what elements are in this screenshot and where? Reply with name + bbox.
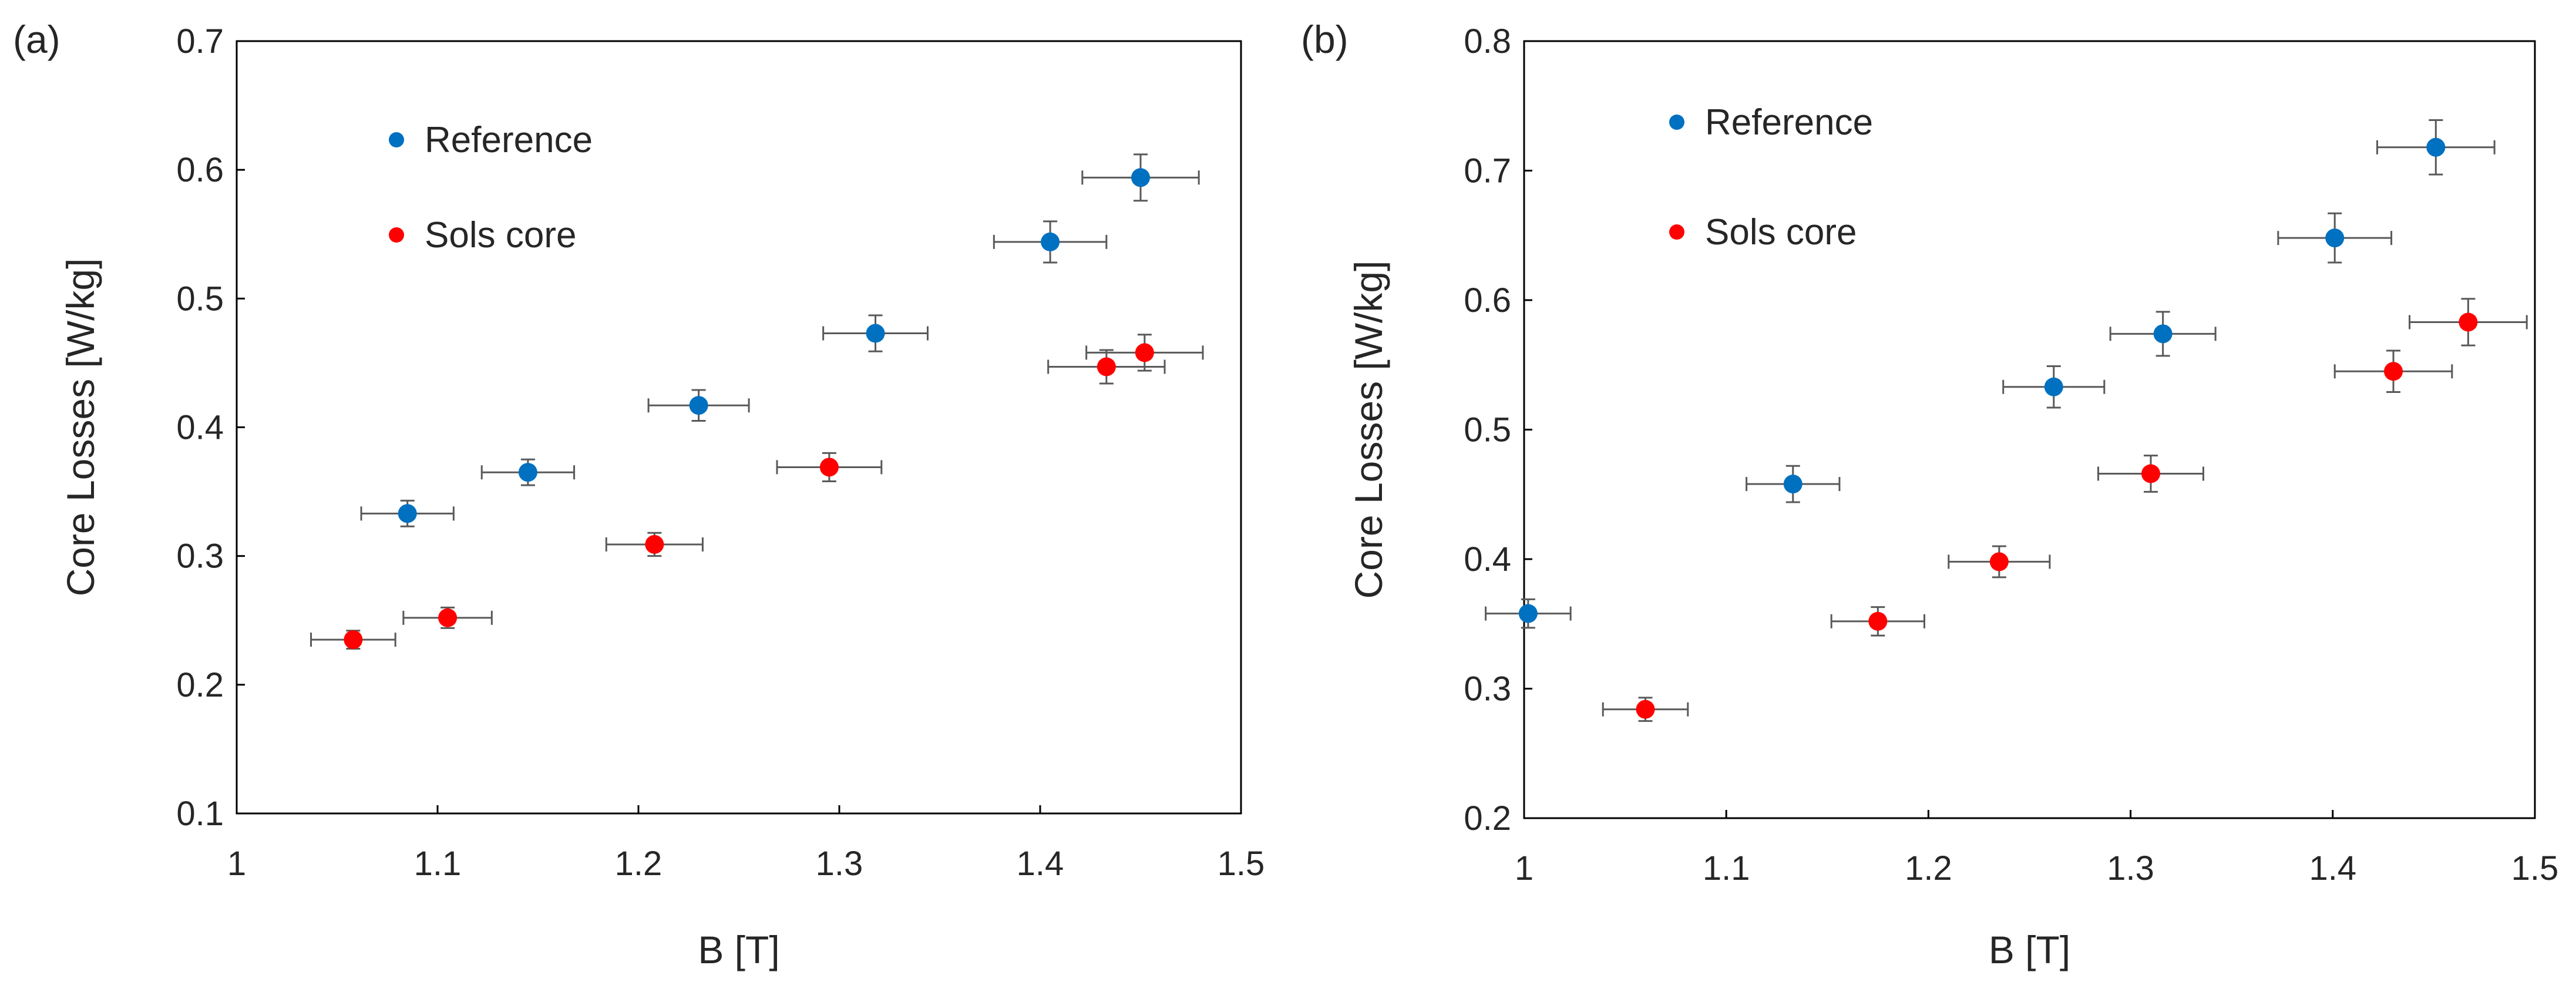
x-tick-label: 1.5: [2511, 849, 2559, 887]
data-point-sols-core-6: [1135, 343, 1154, 362]
y-tick-label: 0.4: [1464, 540, 1511, 579]
chart-panel-2: (b) 1 1.1 1.2 1.3 1.4 1.5 0.2 0.3 0.4 0.5 0.6 0.7 0.8…: [1301, 18, 2558, 971]
data-point-sols-core-4: [819, 458, 839, 477]
x-axis-title: B [T]: [1989, 928, 2070, 971]
data-point-sols-core-6: [2459, 312, 2478, 332]
x-tick-label: 1.2: [1905, 849, 1952, 887]
legend-marker-reference: [389, 132, 404, 147]
data-point-reference-5: [2325, 228, 2345, 248]
data-point-sols-core-5: [2384, 362, 2403, 381]
y-tick-label: 0.7: [1464, 152, 1511, 190]
data-point-reference-3: [2044, 377, 2063, 396]
y-tick-label: 0.5: [176, 280, 224, 318]
y-tick-label: 0.6: [176, 151, 224, 189]
y-tick-label: 0.7: [176, 22, 224, 60]
chart-panel-1: (a) 1 1.1 1.2 1.3 1.4 1.5 0.1 0.2 0.3 0.4 0.5 0.6 0.7…: [13, 18, 1265, 971]
data-point-reference-1: [398, 504, 417, 523]
y-tick-label: 0.8: [1464, 22, 1511, 60]
data-point-sols-core-1: [344, 630, 363, 650]
y-tick-label: 0.3: [176, 537, 224, 576]
x-tick-label: 1.3: [2107, 849, 2154, 887]
data-point-reference-2: [518, 463, 537, 482]
data-point-sols-core-3: [645, 534, 664, 554]
x-tick-label: 1: [1515, 849, 1534, 887]
legend-label-sols-core: Sols core: [1705, 212, 1857, 253]
y-axis-title: Core Losses [W/kg]: [1347, 261, 1390, 599]
data-point-sols-core-2: [1868, 611, 1888, 631]
y-tick-label: 0.1: [176, 795, 224, 833]
legend-label-sols-core: Sols core: [425, 215, 576, 255]
legend-label-reference: Reference: [425, 120, 593, 160]
legend-label-reference: Reference: [1705, 102, 1873, 143]
x-tick-label: 1.5: [1218, 845, 1265, 883]
data-point-reference-6: [2426, 137, 2446, 157]
y-tick-label: 0.3: [1464, 670, 1511, 708]
data-point-sols-core-2: [438, 608, 458, 627]
data-point-sols-core-5: [1097, 357, 1116, 376]
legend-marker-reference: [1669, 115, 1684, 130]
data-point-sols-core-4: [2141, 464, 2161, 483]
x-tick-label: 1.1: [1703, 849, 1750, 887]
legend-marker-sols-core: [389, 227, 404, 243]
y-tick-label: 0.5: [1464, 411, 1511, 449]
data-point-reference-2: [1783, 475, 1802, 494]
panel-label: (a): [13, 18, 60, 61]
data-point-reference-4: [2153, 324, 2173, 344]
x-tick-label: 1.1: [414, 845, 462, 883]
y-axis-title: Core Losses [W/kg]: [59, 258, 102, 597]
data-point-reference-6: [1131, 168, 1150, 187]
x-axis-title: B [T]: [698, 928, 779, 971]
data-point-sols-core-3: [1989, 552, 2009, 571]
y-tick-label: 0.6: [1464, 281, 1511, 320]
data-point-reference-4: [866, 324, 885, 343]
data-point-reference-5: [1041, 232, 1060, 251]
data-point-sols-core-1: [1636, 700, 1655, 719]
x-tick-label: 1: [227, 845, 246, 883]
y-tick-label: 0.2: [1464, 799, 1511, 838]
data-point-reference-1: [1518, 604, 1538, 623]
x-tick-label: 1.4: [2309, 849, 2356, 887]
data-point-reference-3: [689, 396, 708, 415]
y-tick-label: 0.2: [176, 666, 224, 704]
x-tick-label: 1.4: [1017, 845, 1064, 883]
panel-label: (b): [1301, 18, 1348, 61]
x-tick-label: 1.2: [615, 845, 663, 883]
x-tick-label: 1.3: [816, 845, 863, 883]
legend-marker-sols-core: [1669, 224, 1684, 240]
y-tick-label: 0.4: [176, 409, 224, 447]
